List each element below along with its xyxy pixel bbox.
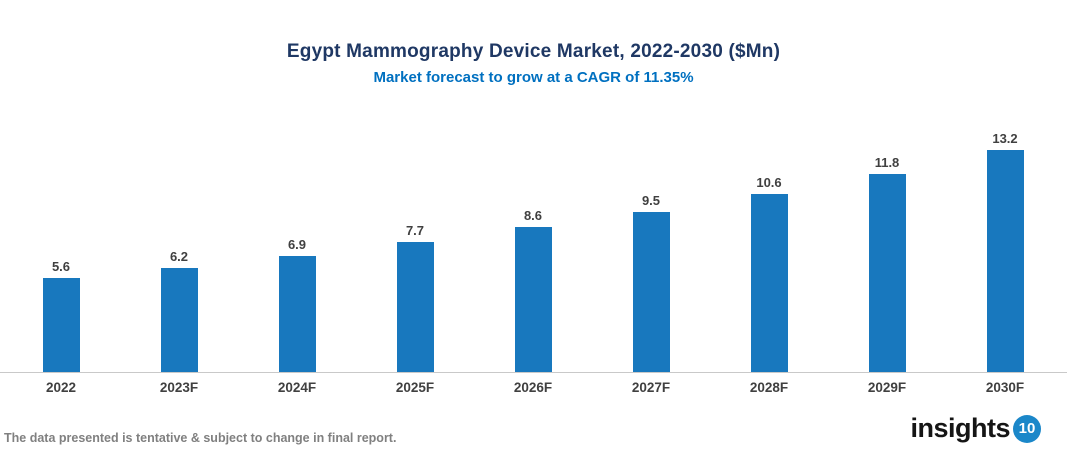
bar-column-2029f: 11.8: [828, 120, 946, 372]
bar-column-2030f: 13.2: [946, 120, 1064, 372]
bar-value-label: 6.9: [287, 237, 307, 252]
bar-column-2026f: 8.6: [474, 120, 592, 372]
logo-text: insights: [910, 413, 1010, 443]
bar: [750, 194, 788, 372]
x-axis-label-2030f: 2030F: [985, 380, 1025, 395]
logo-badge: 10: [1013, 414, 1041, 443]
bar-value-label: 8.6: [523, 208, 543, 223]
x-axis-label-2027f: 2027F: [631, 380, 671, 395]
bar: [278, 256, 316, 372]
bar-column-2025f: 7.7: [356, 120, 474, 372]
chart-header: Egypt Mammography Device Market, 2022-20…: [0, 40, 1067, 87]
disclaimer-text: The data presented is tentative & subjec…: [4, 431, 397, 445]
x-axis-label-2029f: 2029F: [867, 380, 907, 395]
bar-column-2024f: 6.9: [238, 120, 356, 372]
insights10-logo: insights 10: [910, 413, 1041, 444]
bar: [42, 278, 80, 372]
chart-title: Egypt Mammography Device Market, 2022-20…: [286, 41, 781, 62]
bar-column-2028f: 10.6: [710, 120, 828, 372]
x-axis-label-2022: 2022: [45, 380, 77, 395]
x-axis-line: [0, 372, 1067, 373]
bar-chart-plot: 5.6 6.2 6.9 7.7 8.6 9.5 10.6 11.8 13.2 2022 2023F…: [2, 120, 1064, 395]
bar-column-2027f: 9.5: [592, 120, 710, 372]
bar: [160, 268, 198, 372]
bar: [514, 227, 552, 372]
x-axis-label-2023f: 2023F: [159, 380, 199, 395]
bar-column-2022: 5.6: [2, 120, 120, 372]
bar-value-label: 13.2: [992, 131, 1018, 146]
bar-value-label: 9.5: [641, 193, 661, 208]
bar-value-label: 7.7: [405, 223, 425, 238]
bar-column-2023f: 6.2: [120, 120, 238, 372]
x-axis-label-2028f: 2028F: [749, 380, 789, 395]
bar: [396, 242, 434, 372]
chart-subtitle: Market forecast to grow at a CAGR of 11.…: [373, 69, 694, 86]
bar: [868, 174, 906, 372]
bar: [632, 212, 670, 372]
bar-value-label: 5.6: [51, 259, 71, 274]
bar-series: 5.6 6.2 6.9 7.7 8.6 9.5 10.6 11.8 13.2: [2, 120, 1064, 372]
x-axis-label-2024f: 2024F: [277, 380, 317, 395]
bar-value-label: 11.8: [874, 155, 900, 170]
bar-value-label: 6.2: [169, 249, 189, 264]
x-axis-labels: 2022 2023F 2024F 2025F 2026F 2027F 2028F 2029F 2…: [2, 373, 1064, 395]
x-axis-label-2025f: 2025F: [395, 380, 435, 395]
bar-value-label: 10.6: [756, 175, 782, 190]
bar: [986, 150, 1024, 372]
x-axis-label-2026f: 2026F: [513, 380, 553, 395]
